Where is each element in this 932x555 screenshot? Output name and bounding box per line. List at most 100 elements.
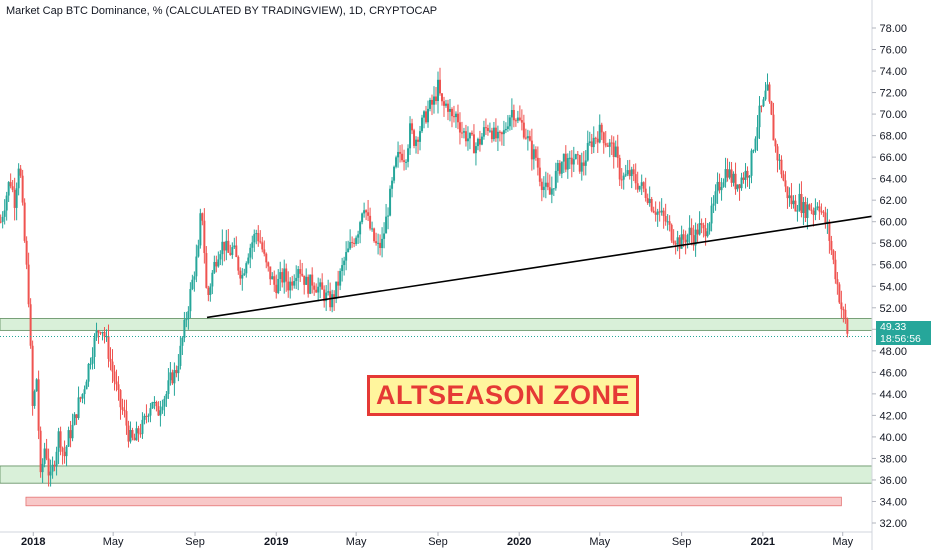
candle-body (99, 332, 102, 334)
candle-body (325, 292, 328, 302)
candle-body (287, 281, 290, 291)
candle-body (478, 138, 481, 145)
candle-body (816, 206, 819, 208)
candle-body (568, 157, 571, 159)
candle-body (540, 181, 543, 191)
candle-body (313, 285, 316, 290)
candle-body (658, 211, 661, 213)
candle-body (512, 110, 515, 121)
candle-body (17, 168, 20, 189)
candle-body (327, 291, 330, 293)
candle-body (598, 124, 601, 143)
candle-body (636, 183, 639, 190)
candle-body (440, 93, 443, 102)
candle-body (500, 132, 503, 135)
candle-body (115, 381, 118, 385)
candle-body (357, 234, 360, 238)
candle-body (676, 237, 679, 245)
candle-body (419, 131, 422, 142)
candle-body (712, 203, 715, 206)
candle-body (586, 142, 589, 161)
candle-body (804, 202, 807, 218)
candle-body (171, 372, 174, 384)
y-tick-label: 34.00 (879, 496, 907, 508)
candle-body (241, 274, 244, 279)
candle-body (33, 391, 36, 406)
candle-body (838, 284, 841, 303)
y-tick-label: 36.00 (879, 475, 907, 487)
candle-body (133, 437, 136, 441)
candle-body (610, 142, 613, 144)
candle-body (678, 237, 681, 249)
candle-body (646, 197, 649, 204)
candle-body (454, 113, 457, 118)
candle-body (498, 131, 501, 133)
candle-body (415, 139, 418, 146)
candle-body (117, 384, 120, 391)
y-tick-label: 72.00 (879, 88, 907, 100)
candle-body (51, 464, 54, 472)
candle-body (802, 202, 805, 214)
candle-body (834, 259, 837, 280)
candle-body (73, 414, 76, 425)
candle-body (680, 234, 683, 249)
candle-body (235, 245, 238, 258)
candle-body (812, 210, 815, 215)
candle-body (670, 224, 673, 241)
y-tick-label: 44.00 (879, 389, 907, 401)
candle-body (93, 337, 96, 357)
candle-body (95, 330, 98, 338)
candle-body (830, 240, 833, 251)
candle-body (556, 162, 559, 171)
candle-body (81, 394, 84, 399)
candle-body (572, 159, 575, 165)
candle-body (365, 210, 368, 213)
candle-body (403, 160, 406, 162)
y-tick-label: 42.00 (879, 410, 907, 422)
candle-body (718, 181, 721, 191)
candle-body (436, 79, 439, 102)
candle-body (690, 227, 693, 236)
y-tick-label: 76.00 (879, 45, 907, 57)
candle-body (183, 319, 186, 338)
candle-body (844, 309, 847, 320)
y-tick-label: 38.00 (879, 453, 907, 465)
candle-body (666, 221, 669, 223)
candle-body (748, 175, 751, 178)
candle-body (722, 182, 725, 187)
candle-body (125, 411, 128, 426)
candle-body (277, 278, 280, 294)
candle-body (496, 131, 499, 139)
candle-body (822, 211, 825, 213)
candle-body (157, 406, 160, 416)
candle-body (614, 146, 617, 158)
candle-body (628, 170, 631, 177)
x-tick-label: May (832, 536, 853, 548)
candle-body (790, 195, 793, 205)
candle-body (301, 273, 304, 276)
candle-body (215, 261, 218, 267)
x-tick-label: May (103, 536, 124, 548)
candle-body (11, 186, 14, 190)
candle-body (570, 157, 573, 165)
candle-body (508, 117, 511, 127)
candle-body (375, 241, 378, 244)
candle-body (89, 363, 92, 365)
candle-body (161, 406, 164, 411)
candle-body (9, 182, 12, 187)
candle-body (315, 289, 318, 293)
candle-body (706, 231, 709, 237)
candle-body (484, 127, 487, 129)
candle-body (842, 309, 845, 311)
candle-body (87, 364, 90, 382)
candle-body (271, 276, 274, 280)
y-tick-label: 64.00 (879, 174, 907, 186)
candle-body (145, 415, 148, 417)
x-tick-label: May (346, 536, 367, 548)
candle-body (331, 294, 334, 308)
candle-body (742, 177, 745, 180)
candle-body (788, 195, 791, 199)
candle-body (251, 242, 254, 248)
candle-body (135, 428, 138, 441)
candle-body (335, 281, 338, 300)
